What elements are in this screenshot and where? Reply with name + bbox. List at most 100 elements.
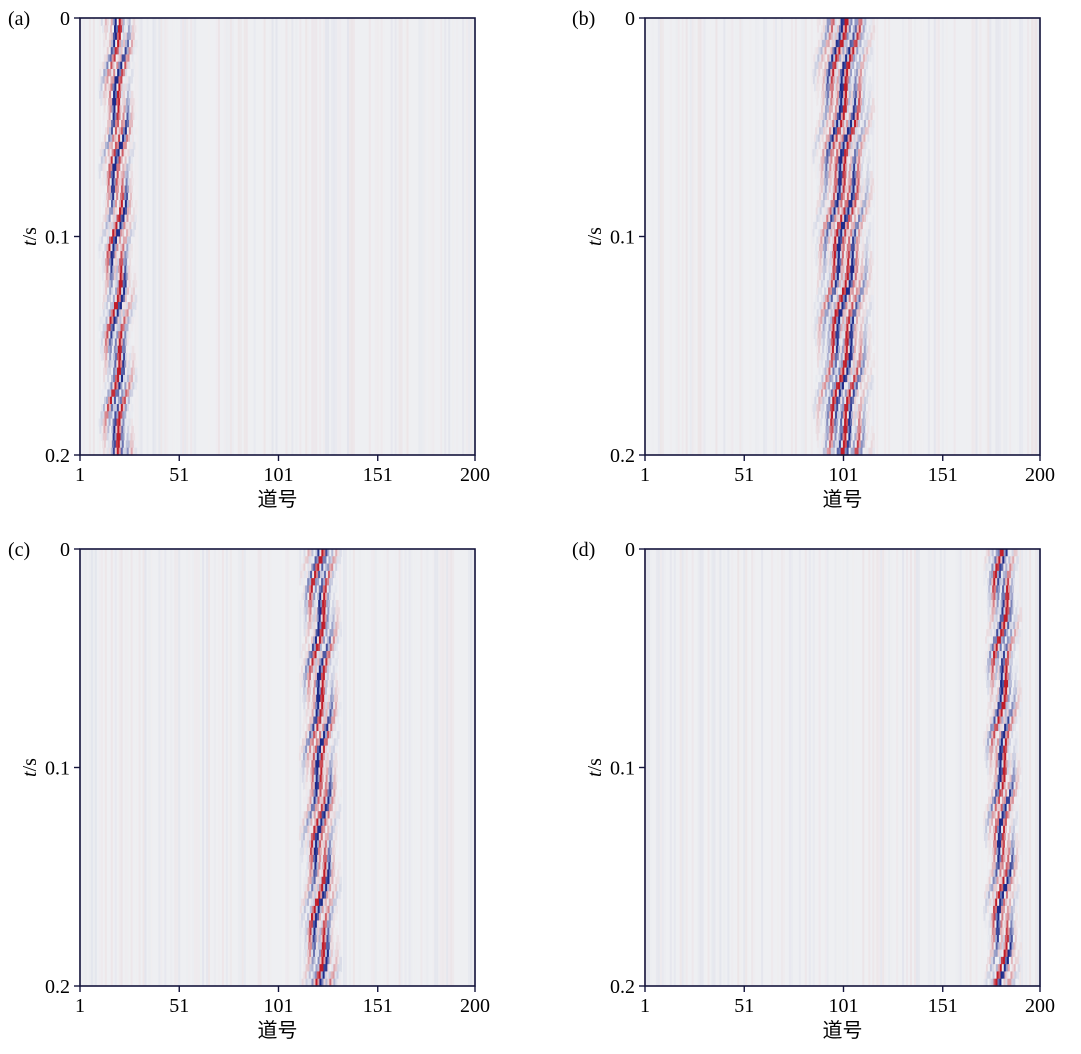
event-cell: [1007, 607, 1010, 616]
event-cell: [842, 316, 845, 325]
noise-trace: [884, 549, 887, 986]
event-cell: [303, 687, 306, 696]
event-cell: [120, 192, 123, 201]
event-cell: [848, 127, 852, 136]
event-cell: [869, 302, 872, 310]
event-cell: [309, 643, 313, 652]
event-cell: [1007, 687, 1010, 696]
event-cell: [132, 367, 136, 376]
event-cell: [866, 353, 870, 361]
event-cell: [117, 236, 120, 245]
event-cell: [125, 54, 129, 63]
event-cell: [107, 54, 111, 63]
event-cell: [868, 404, 871, 412]
event-cell: [852, 105, 856, 114]
event-cell: [324, 687, 328, 696]
event-cell: [852, 149, 855, 157]
event-cell: [836, 68, 839, 77]
event-cell: [339, 869, 342, 878]
event-cell: [320, 898, 324, 907]
event-cell: [338, 723, 341, 732]
event-cell: [308, 694, 311, 703]
noise-trace: [810, 18, 813, 455]
event-cell: [1014, 629, 1017, 637]
event-cell: [103, 425, 107, 434]
event-cell: [308, 782, 312, 790]
event-cell: [830, 294, 834, 303]
event-cell: [124, 418, 128, 427]
event-cell: [122, 127, 126, 136]
event-cell: [818, 243, 822, 252]
event-cell: [1000, 629, 1003, 637]
event-cell: [821, 207, 825, 216]
event-cell: [846, 119, 849, 128]
event-cell: [986, 636, 990, 645]
event-cell: [332, 687, 336, 696]
event-cell: [854, 192, 858, 201]
event-cell: [830, 192, 834, 201]
event-cell: [851, 163, 854, 172]
event-cell: [847, 287, 851, 296]
event-cell: [300, 847, 303, 856]
event-cell: [328, 920, 332, 929]
event-cell: [325, 701, 328, 710]
event-cell: [826, 68, 829, 77]
event-cell: [860, 360, 864, 369]
event-cell: [995, 760, 999, 769]
event-cell: [847, 331, 850, 340]
event-cell: [312, 687, 316, 696]
event-cell: [106, 32, 110, 41]
event-cell: [836, 214, 839, 223]
event-cell: [307, 927, 311, 936]
event-cell: [997, 774, 1001, 783]
event-cell: [845, 178, 849, 187]
event-cell: [819, 425, 823, 434]
event-cell: [817, 192, 820, 201]
noise-trace: [731, 549, 734, 986]
event-cell: [997, 549, 1001, 557]
event-cell: [309, 578, 312, 587]
event-cell: [842, 404, 845, 412]
event-cell: [330, 636, 334, 645]
event-cell: [862, 90, 866, 99]
event-cell: [305, 738, 309, 747]
event-cell: [333, 621, 336, 630]
event-cell: [101, 440, 105, 449]
event-cell: [844, 236, 847, 245]
event-cell: [1017, 716, 1020, 725]
event-cell: [316, 949, 320, 958]
event-cell: [324, 840, 328, 849]
event-cell: [107, 316, 111, 325]
event-cell: [102, 83, 106, 92]
event-cell: [322, 949, 326, 958]
event-cell: [992, 556, 995, 565]
event-cell: [128, 433, 132, 442]
noise-trace: [909, 18, 912, 455]
event-cell: [313, 811, 317, 820]
event-cell: [1003, 621, 1006, 630]
event-cell: [112, 192, 115, 201]
noise-trace: [659, 549, 662, 986]
event-cell: [854, 170, 857, 179]
event-cell: [813, 389, 816, 398]
event-cell: [335, 884, 338, 892]
event-cell: [120, 32, 124, 41]
event-cell: [319, 549, 322, 557]
event-cell: [843, 163, 846, 172]
event-cell: [1008, 556, 1011, 565]
noise-trace: [402, 549, 405, 986]
noise-trace: [186, 549, 189, 986]
noise-trace: [225, 549, 228, 986]
event-cell: [104, 170, 108, 179]
event-cell: [852, 112, 856, 121]
x-axis-label: 道号: [258, 488, 298, 511]
noise-trace: [172, 18, 175, 455]
event-cell: [867, 134, 871, 143]
event-cell: [853, 345, 857, 354]
noise-trace: [717, 549, 720, 986]
event-cell: [1019, 782, 1023, 790]
event-cell: [860, 54, 864, 63]
event-cell: [862, 192, 866, 201]
noise-trace: [291, 18, 294, 455]
event-cell: [301, 898, 304, 907]
